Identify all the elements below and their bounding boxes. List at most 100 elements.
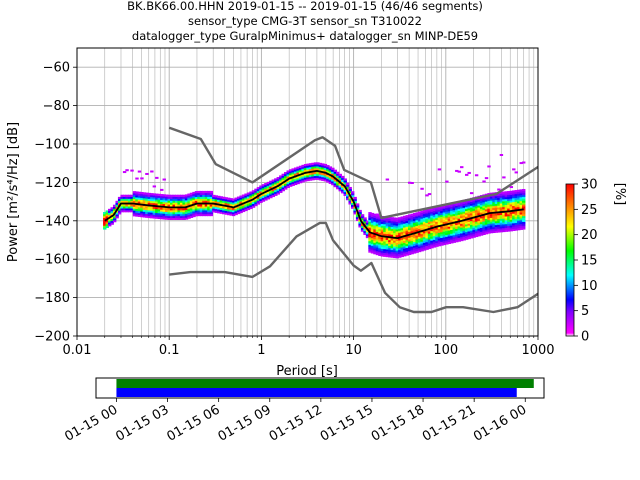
y-axis-label: Power [m²/s⁴/Hz] [dB] [6,122,21,262]
psd-cell [214,206,219,210]
psd-cell [298,177,303,180]
psd-cell [358,223,362,226]
psd-cell [462,238,466,241]
psd-cell [140,192,144,195]
psd-cell [509,192,514,195]
psd-cell [189,208,194,211]
psd-cell [293,178,298,182]
psd-cell [514,226,518,229]
psd-outlier-cell [455,169,459,172]
psd-cell [420,233,424,237]
psd-cell [457,224,461,227]
psd-cell [492,209,496,212]
psd-cell [145,215,149,218]
psd-cell [363,228,367,232]
psd-cell [398,228,402,231]
psd-cell [494,207,499,210]
psd-cell [378,221,382,224]
psd-cell [479,227,484,230]
psd-cell [412,243,417,246]
psd-cell [145,196,149,199]
psd-cell [373,219,377,222]
psd-cell [167,194,171,197]
psd-cell [172,208,176,211]
psd-cell [482,205,486,209]
psd-cell [450,218,454,221]
psd-cell [323,173,328,176]
psd-cell [274,189,278,193]
psd-cell [199,196,204,199]
psd-cell [477,226,481,229]
psd-cell [172,196,176,199]
psd-cell [108,210,112,213]
psd-cell [370,224,375,227]
psd-cell [474,231,479,234]
psd-cell [440,212,444,215]
psd-cell [479,210,484,213]
psd-cell [127,208,132,211]
psd-cell [177,202,181,205]
psd-cell [115,212,119,215]
psd-cell [512,226,516,230]
psd-cell [452,223,457,226]
psd-cell [492,228,496,232]
psd-cell [103,227,107,230]
psd-outlier-cell [150,170,154,173]
psd-cell [522,208,526,211]
psd-cell [445,221,449,224]
psd-cell [187,201,191,204]
psd-cell [202,194,206,197]
psd-cell [422,223,427,226]
psd-cell [286,174,290,177]
psd-cell [174,215,179,219]
psd-cell [212,200,216,203]
psd-cell [415,237,419,240]
psd-cell [132,198,137,202]
psd-cell [422,217,427,220]
psd-cell [514,224,518,227]
psd-cell [341,179,345,182]
psd-cell [455,236,459,239]
psd-cell [179,200,184,203]
psd-cell [385,224,390,227]
psd-cell [460,208,464,211]
psd-cell [160,211,164,214]
psd-cell [336,171,340,174]
psd-outlier-cell [487,165,491,168]
psd-cell [308,163,313,166]
psd-cell [179,212,184,215]
psd-cell [477,201,481,204]
psd-cell [214,197,219,200]
psd-cell [229,201,233,205]
psd-cell [343,184,347,187]
psd-cell [452,217,457,220]
psd-cell [323,169,328,172]
psd-cell [360,223,365,226]
psd-cell [395,240,399,243]
psd-cell [477,197,481,200]
psd-cell [214,210,219,213]
psd-cell [336,187,340,190]
psd-cell [122,200,127,203]
psd-cell [217,195,221,198]
psd-cell [464,237,469,240]
colorbar-tick-label: 30 [581,178,598,193]
psd-cell [385,247,390,250]
psd-cell [398,232,402,235]
psd-cell [234,201,238,204]
psd-cell [420,220,424,223]
psd-cell [346,188,350,191]
psd-cell [189,194,194,197]
psd-cell [430,221,434,224]
psd-cell [474,223,479,226]
psd-cell [142,199,147,203]
psd-cell [452,208,457,211]
psd-cell [110,212,114,216]
psd-cell [395,246,399,249]
psd-cell [209,204,214,207]
psd-cell [422,221,427,224]
psd-cell [442,208,447,211]
psd-cell [393,244,397,247]
psd-cell [499,222,504,225]
psd-cell [234,199,238,202]
